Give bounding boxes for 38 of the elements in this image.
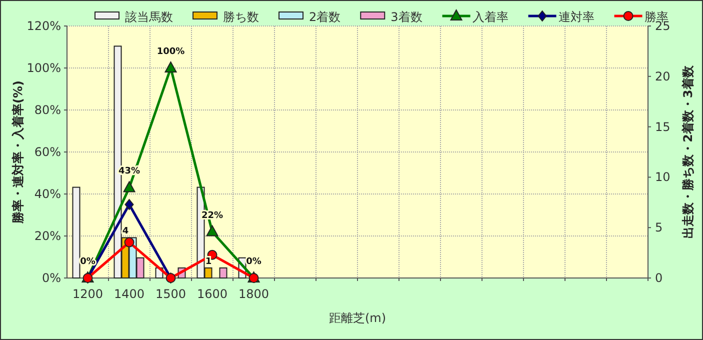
x-tick-label: 1500 [155,287,186,301]
point [164,62,177,72]
legend-label: 連対率 [558,10,594,24]
y2-tick-label: 15 [655,120,670,134]
y2-tick-label: 5 [655,220,663,235]
y-tick-label: 100% [26,61,61,75]
legend-label: 2着数 [309,10,341,24]
data-label: 0% [246,257,262,267]
y2-tick-label: 20 [655,69,670,84]
y-tick-label: 120% [26,19,61,33]
legend-label: 勝ち数 [223,10,259,24]
x-tick-label: 1600 [196,287,228,301]
y-tick-label: 20% [34,229,61,243]
y-tick-label: 80% [34,103,61,117]
x-axis-title: 距離芝(m) [328,311,386,325]
point [248,273,259,283]
y-axis-title: 勝率・連対率・入着率(%) [11,80,25,224]
point [124,237,134,248]
x-tick-label: 1400 [114,287,145,301]
y2-tick-label: 10 [655,170,670,184]
point [206,225,218,236]
point [124,199,134,210]
data-label: 4 [122,226,129,237]
data-label: 1 [205,256,212,267]
x-tick-label: 1200 [72,287,104,301]
legend-label: 該当馬数 [125,10,173,24]
legend-label: 3着数 [390,10,422,24]
bar [219,267,228,278]
x-tick-label: 1800 [238,287,270,301]
point [123,181,136,192]
data-label: 100% [156,47,185,57]
legend-label: 入着率 [472,10,508,24]
y-tick-label: 0% [42,271,61,285]
bar [72,186,80,278]
y2-tick-label: 0 [655,271,663,285]
y-tick-label: 40% [34,187,61,201]
y-tick-label: 60% [34,145,61,159]
y2-axis-title: 出走数・勝ち数・2着数・3着数 [681,64,695,238]
